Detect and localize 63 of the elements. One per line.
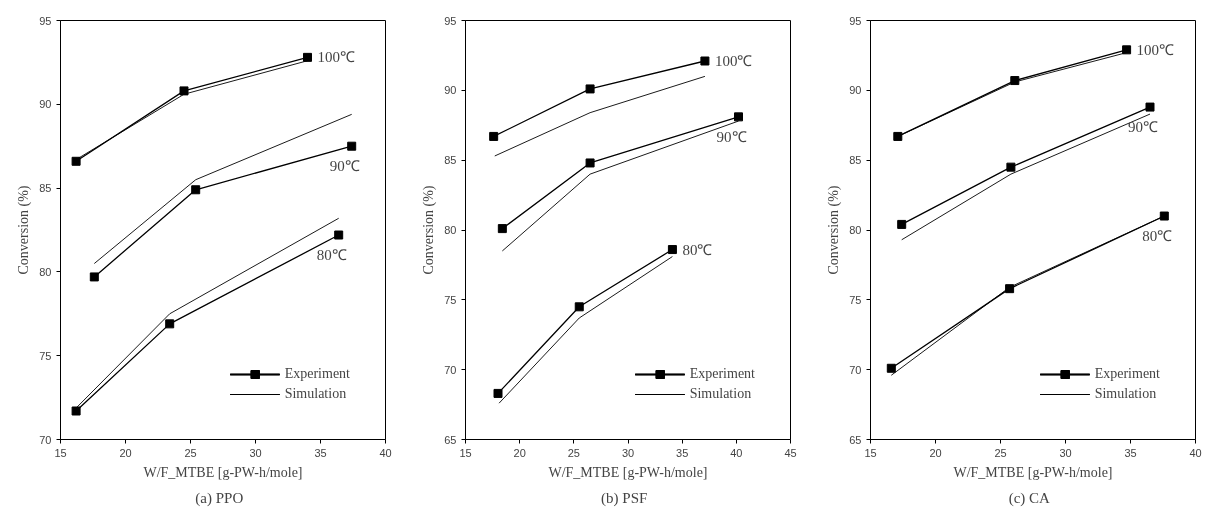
x-tick-label: 25 bbox=[994, 446, 1007, 459]
x-tick-label: 15 bbox=[459, 446, 472, 459]
y-tick-label: 75 bbox=[444, 293, 457, 306]
x-tick-label: 30 bbox=[249, 446, 262, 459]
x-tick-label: 20 bbox=[929, 446, 942, 459]
x-tick-label: 30 bbox=[621, 446, 635, 459]
text: (c) CA bbox=[1008, 489, 1051, 507]
legend-label: Experiment bbox=[689, 366, 755, 382]
x-tick-label: 25 bbox=[567, 446, 580, 459]
y-tick-label: 90 bbox=[39, 98, 52, 111]
x-tick-label: 40 bbox=[379, 446, 392, 459]
x-tick-label: 30 bbox=[1059, 446, 1072, 459]
y-tick-label: 75 bbox=[39, 349, 52, 362]
y-tick-label: 70 bbox=[444, 363, 457, 376]
x-axis-title: W/F_MTBE [g-PW-h/mole] bbox=[548, 464, 708, 480]
y-tick-label: 80 bbox=[849, 224, 862, 236]
annotation: 80℃ bbox=[682, 241, 713, 258]
y-axis-title: Conversion (%) bbox=[826, 185, 843, 275]
legend-label: Simulation bbox=[689, 386, 752, 402]
x-axis-title: W/F_MTBE [g-PW-h/mole] bbox=[953, 464, 1113, 480]
x-tick-label: 20 bbox=[119, 446, 132, 459]
y-axis-title: Conversion (%) bbox=[16, 185, 33, 275]
y-tick-label: 75 bbox=[849, 293, 862, 306]
annotation: 100℃ bbox=[317, 49, 355, 66]
y-tick-label: 95 bbox=[444, 14, 457, 27]
annotation: 100℃ bbox=[714, 53, 753, 69]
y-tick-label: 85 bbox=[444, 154, 457, 167]
y-tick-label: 80 bbox=[444, 224, 457, 236]
y-tick-label: 80 bbox=[39, 265, 52, 278]
y-tick-label: 65 bbox=[849, 433, 862, 446]
annotation: 90℃ bbox=[716, 128, 747, 145]
y-tick-label: 95 bbox=[849, 14, 862, 27]
x-axis-title: W/F_MTBE [g-PW-h/mole] bbox=[143, 464, 303, 480]
y-tick-label: 90 bbox=[849, 84, 862, 97]
x-tick-label: 20 bbox=[513, 446, 526, 459]
x-tick-label: 35 bbox=[1124, 446, 1137, 459]
y-tick-label: 85 bbox=[849, 154, 862, 167]
legend-label: Simulation bbox=[284, 386, 347, 402]
y-tick-label: 70 bbox=[39, 433, 52, 446]
y-tick-label: 70 bbox=[849, 363, 862, 376]
y-tick-label: 95 bbox=[39, 14, 52, 27]
y-axis-title: Conversion (%) bbox=[421, 185, 438, 275]
legend-label: Experiment bbox=[1094, 366, 1160, 382]
legend-label: Simulation bbox=[1094, 386, 1157, 402]
y-tick-label: 65 bbox=[444, 433, 457, 446]
annotation: 80℃ bbox=[1142, 228, 1173, 245]
x-tick-label: 40 bbox=[730, 446, 743, 459]
annotation: 100℃ bbox=[1136, 41, 1175, 58]
y-tick-label: 85 bbox=[39, 182, 52, 195]
x-tick-label: 40 bbox=[1189, 446, 1202, 459]
x-tick-label: 45 bbox=[784, 446, 797, 459]
text: (b) PSF bbox=[601, 489, 648, 507]
annotation: 90℃ bbox=[329, 158, 360, 175]
x-tick-label: 35 bbox=[676, 446, 689, 459]
x-tick-label: 35 bbox=[314, 446, 327, 459]
x-tick-label: 25 bbox=[184, 446, 197, 459]
annotation: 90℃ bbox=[1128, 119, 1158, 136]
legend-label: Experiment bbox=[284, 366, 350, 382]
y-tick-label: 90 bbox=[444, 84, 457, 97]
text: (a) PPO bbox=[195, 489, 244, 507]
x-tick-label: 15 bbox=[864, 446, 877, 459]
x-tick-label: 15 bbox=[54, 446, 67, 459]
annotation: 80℃ bbox=[316, 247, 347, 264]
